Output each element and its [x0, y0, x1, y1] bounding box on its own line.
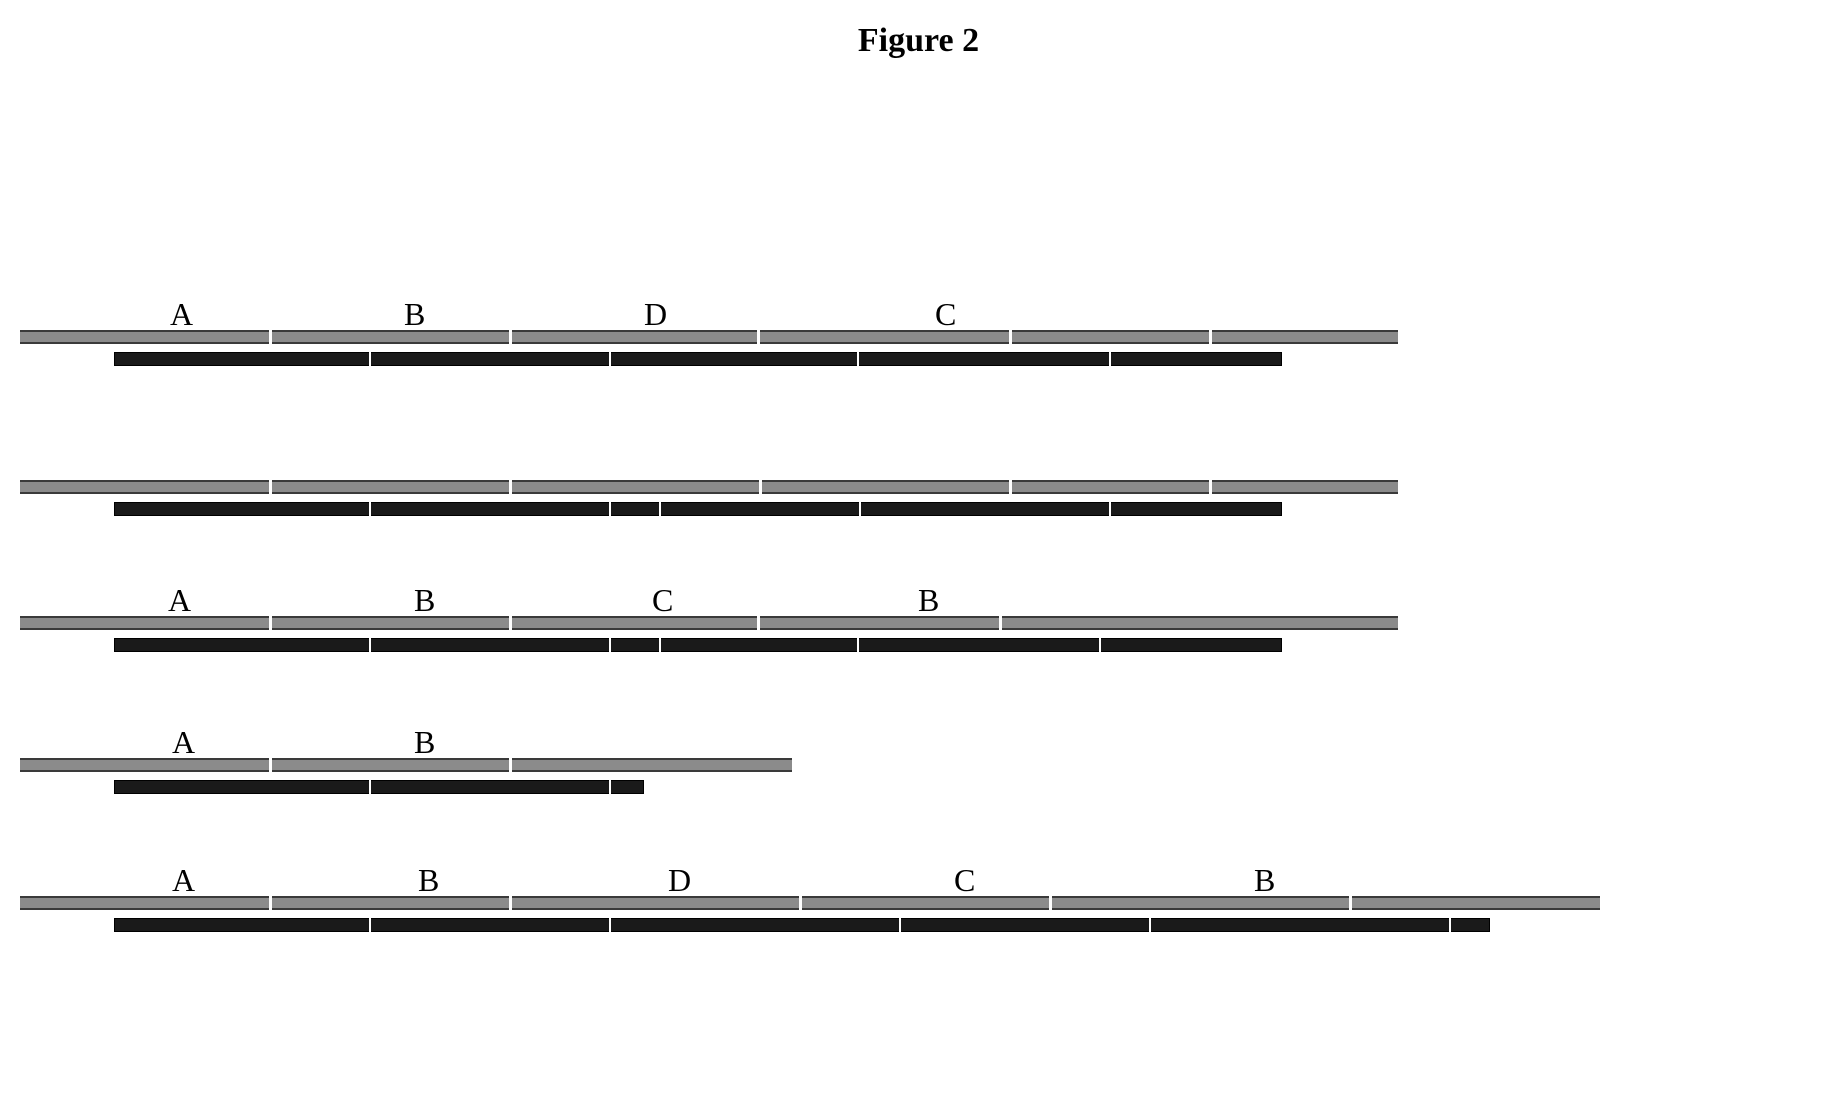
segment-label: B — [918, 582, 939, 619]
segment-divider — [509, 480, 512, 494]
segment-label: C — [935, 296, 956, 333]
segment-divider — [269, 758, 272, 772]
segment-divider — [1049, 896, 1052, 910]
bottom-strand — [114, 352, 1282, 366]
segment-divider — [509, 896, 512, 910]
segment-label: B — [1254, 862, 1275, 899]
segment-label: B — [414, 582, 435, 619]
segment-divider — [509, 616, 512, 630]
bottom-strand — [114, 780, 644, 794]
segment-divider — [269, 896, 272, 910]
segment-divider — [659, 638, 661, 652]
segment-divider — [1009, 330, 1012, 344]
segment-divider — [369, 352, 371, 366]
segment-divider — [609, 352, 611, 366]
segment-divider — [509, 330, 512, 344]
segment-divider — [757, 616, 760, 630]
segment-divider — [659, 502, 661, 516]
bottom-strand — [114, 918, 1490, 932]
top-strand — [20, 616, 1398, 630]
segment-divider — [857, 352, 859, 366]
segment-divider — [269, 480, 272, 494]
segment-divider — [269, 330, 272, 344]
segment-label: B — [418, 862, 439, 899]
segment-divider — [1349, 896, 1352, 910]
segment-divider — [609, 918, 611, 932]
segment-divider — [757, 330, 760, 344]
segment-divider — [859, 502, 861, 516]
segment-label: A — [168, 582, 191, 619]
segment-divider — [609, 638, 611, 652]
top-strand — [20, 758, 792, 772]
segment-divider — [759, 480, 762, 494]
segment-divider — [269, 616, 272, 630]
segment-divider — [609, 502, 611, 516]
segment-divider — [899, 918, 901, 932]
top-strand — [20, 480, 1398, 494]
segment-divider — [609, 780, 611, 794]
segment-divider — [369, 638, 371, 652]
top-strand — [20, 896, 1600, 910]
segment-divider — [799, 896, 802, 910]
segment-divider — [857, 638, 859, 652]
segment-divider — [1109, 352, 1111, 366]
segment-label: A — [172, 862, 195, 899]
segment-label: D — [668, 862, 691, 899]
segment-divider — [369, 918, 371, 932]
segment-label: A — [172, 724, 195, 761]
segment-divider — [1109, 502, 1111, 516]
segment-divider — [1209, 330, 1212, 344]
segment-divider — [369, 780, 371, 794]
segment-label: C — [652, 582, 673, 619]
segment-label: D — [644, 296, 667, 333]
segment-divider — [1209, 480, 1212, 494]
segment-divider — [1149, 918, 1151, 932]
segment-divider — [509, 758, 512, 772]
segment-label: B — [404, 296, 425, 333]
segment-label: B — [414, 724, 435, 761]
segment-label: C — [954, 862, 975, 899]
segment-label: A — [170, 296, 193, 333]
top-strand — [20, 330, 1398, 344]
segment-divider — [369, 502, 371, 516]
bottom-strand — [114, 638, 1282, 652]
segment-divider — [999, 616, 1002, 630]
bottom-strand — [114, 502, 1282, 516]
segment-divider — [1449, 918, 1451, 932]
segment-divider — [1009, 480, 1012, 494]
figure-title: Figure 2 — [0, 22, 1837, 60]
segment-divider — [1099, 638, 1101, 652]
figure-canvas: Figure 2 A B D C A B C B A B A B D C B — [0, 0, 1837, 1104]
